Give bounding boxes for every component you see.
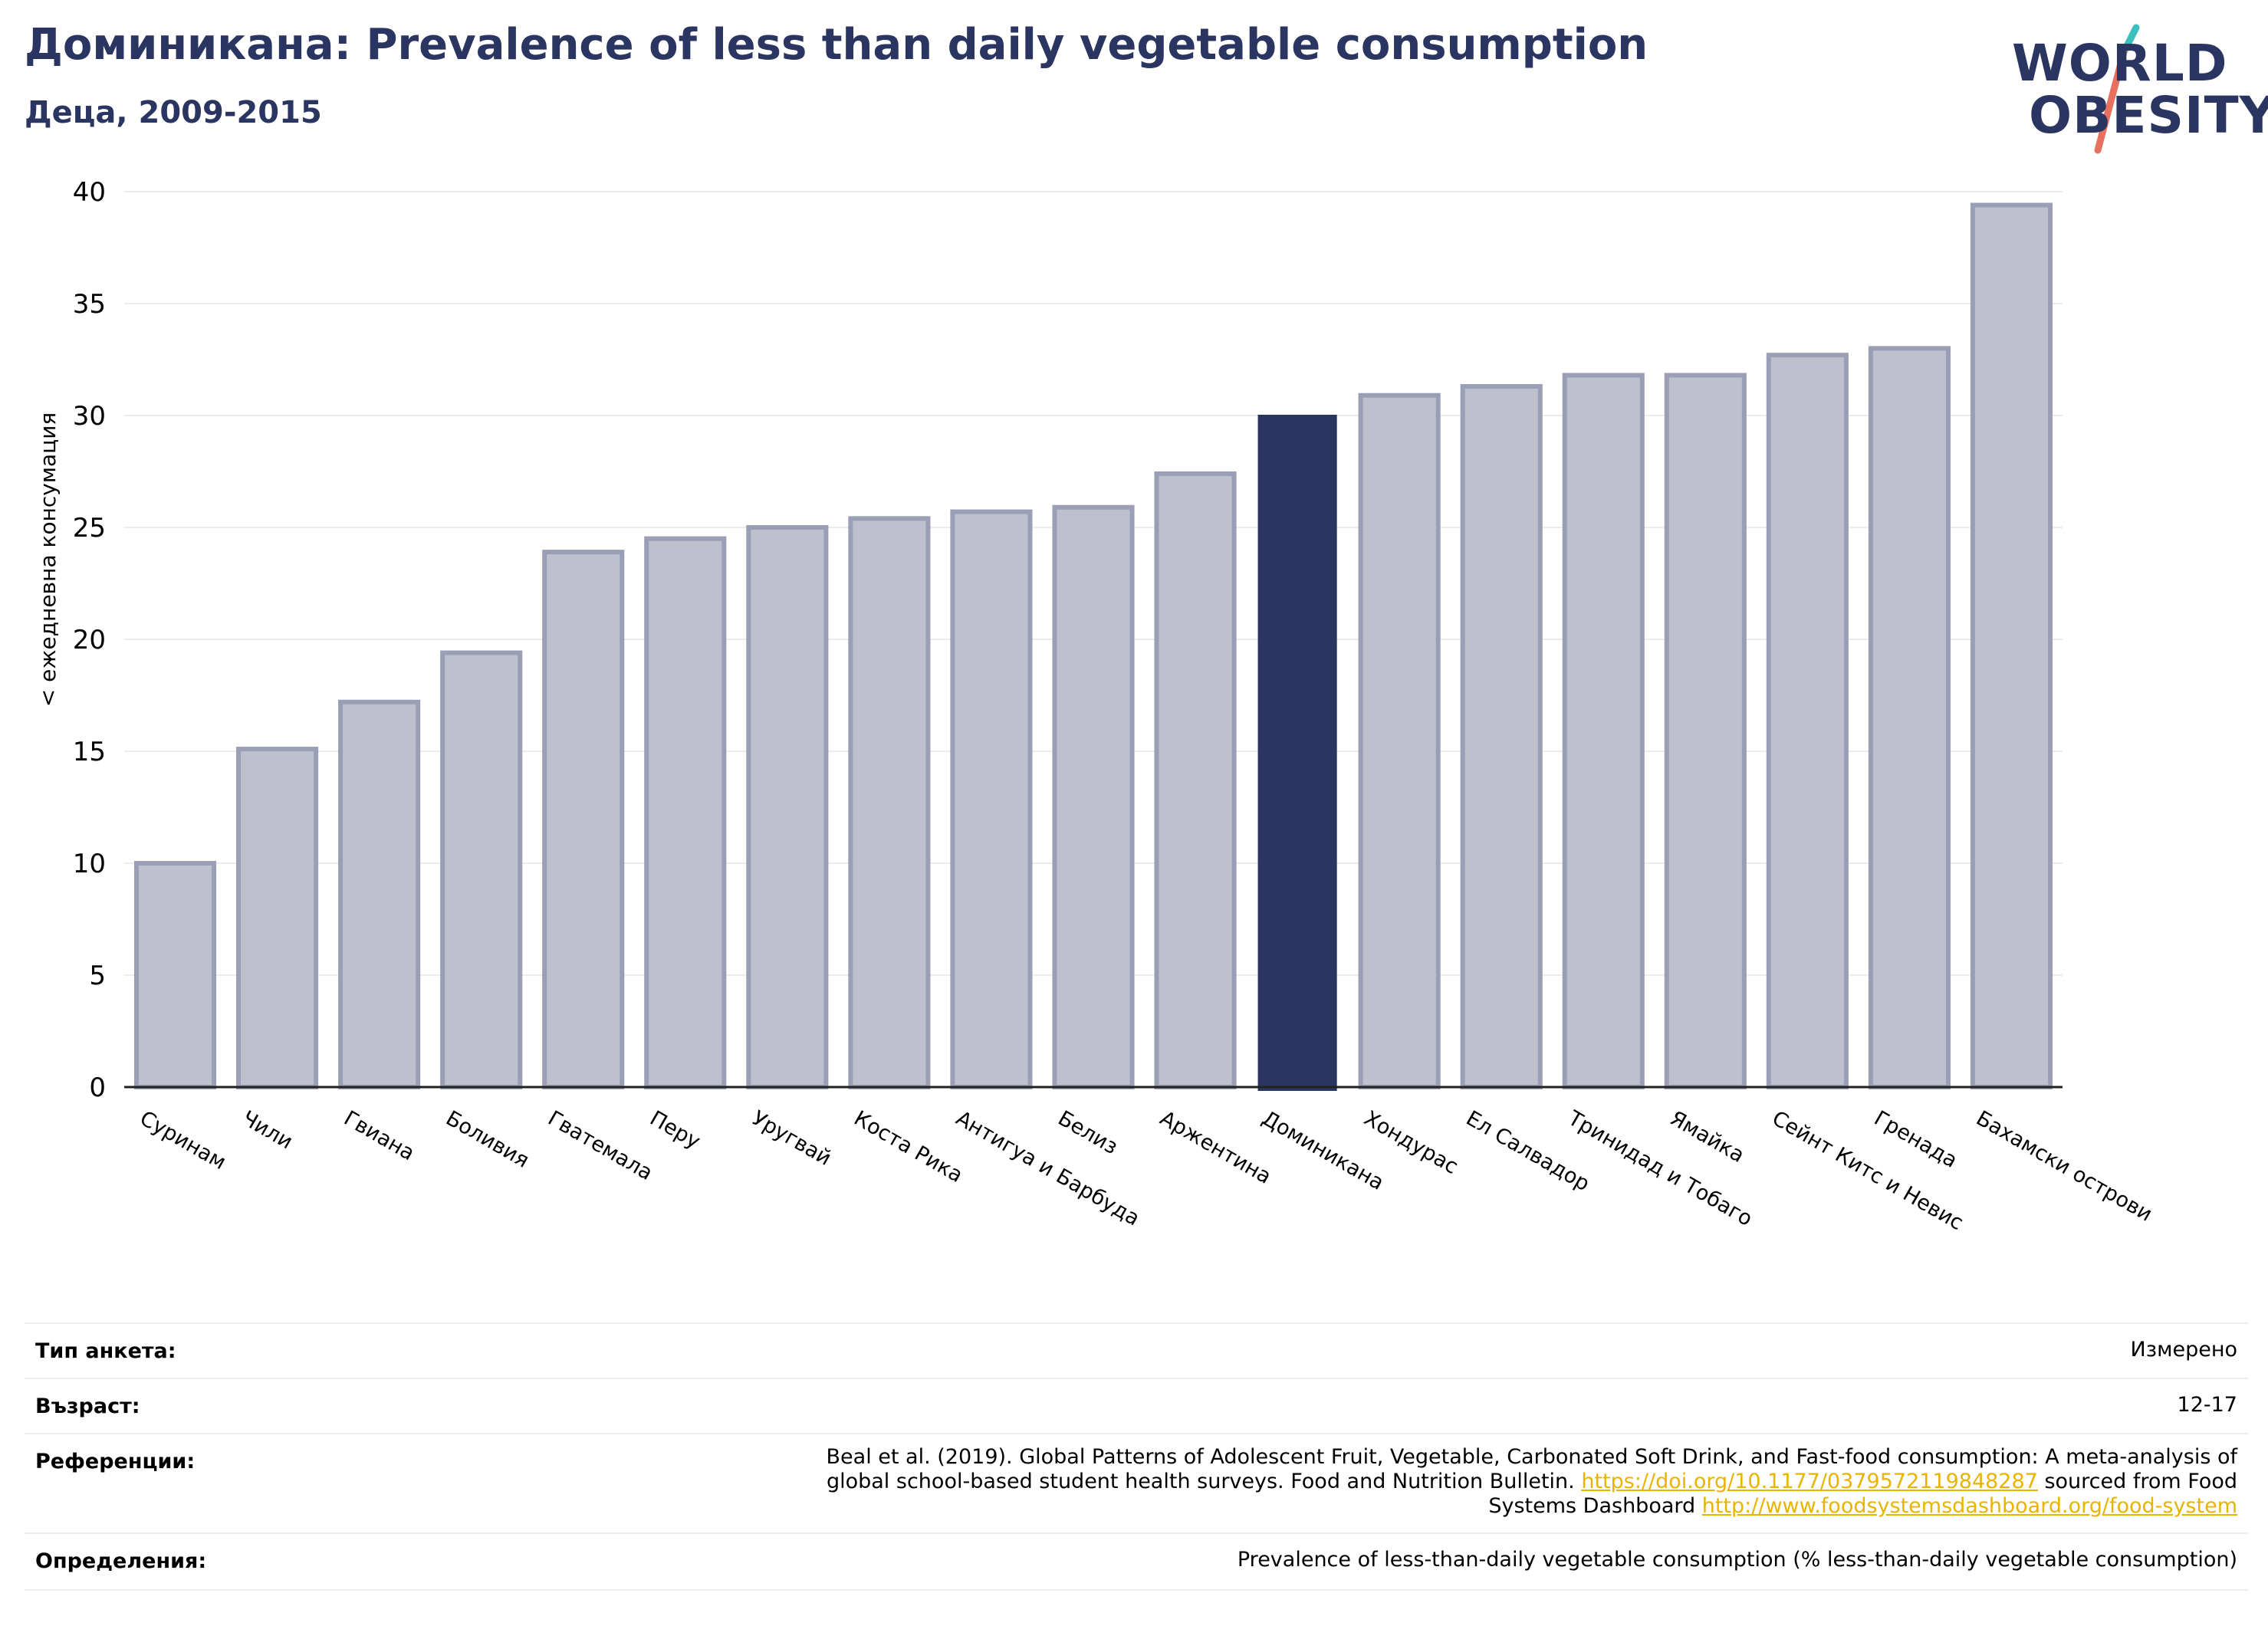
x-tick-label: Гвиана bbox=[340, 1106, 419, 1165]
x-tick-label: Бахамски острови bbox=[1972, 1106, 2156, 1227]
x-tick-label: Тринидад и Тобаго bbox=[1563, 1106, 1757, 1231]
x-tick-label: Сейнт Китс и Невис bbox=[1768, 1106, 1967, 1235]
bar-5 bbox=[542, 550, 625, 1089]
x-tick-label: Белиз bbox=[1054, 1106, 1122, 1159]
bar-17 bbox=[1766, 353, 1849, 1090]
chart-title: Доминикана: Prevalence of less than dail… bbox=[25, 20, 1648, 70]
y-tick-label: 0 bbox=[89, 1073, 106, 1103]
y-tick-label: 40 bbox=[73, 177, 106, 208]
reference-line-3: Systems Dashboard http://www.foodsystems… bbox=[827, 1494, 2237, 1519]
reference-line-2: global school-based student health surve… bbox=[827, 1470, 2237, 1494]
survey-type-row: Тип анкета: Измерено bbox=[25, 1322, 2248, 1379]
x-tick-label: Коста Рика bbox=[850, 1106, 966, 1187]
x-tick-label: Боливия bbox=[442, 1106, 533, 1173]
x-tick-label: Гренада bbox=[1870, 1106, 1961, 1173]
bar-19 bbox=[1970, 202, 2053, 1089]
y-tick-label: 35 bbox=[73, 289, 106, 320]
bar-9 bbox=[950, 509, 1033, 1089]
y-tick-label: 20 bbox=[73, 625, 106, 655]
chart-subtitle: Деца, 2009-2015 bbox=[25, 95, 322, 130]
bar-6 bbox=[644, 536, 727, 1090]
reference-text: global school-based student health surve… bbox=[826, 1470, 1582, 1493]
bar-chart: 0 5 10 15 20 25 30 35 40 Суринам Чили Гвиана Боливи… bbox=[35, 177, 2156, 1235]
bar-1 bbox=[133, 861, 217, 1089]
references-value: Beal et al. (2019). Global Patterns of A… bbox=[827, 1445, 2237, 1519]
x-tick-label: Уругвай bbox=[748, 1106, 835, 1171]
bars bbox=[124, 202, 2063, 1091]
x-tick-label: Чили bbox=[238, 1106, 297, 1154]
x-tick-label: Перу bbox=[646, 1106, 704, 1154]
bar-7 bbox=[746, 525, 829, 1089]
bar-8 bbox=[848, 516, 931, 1089]
x-tick-label: Гватемала bbox=[544, 1106, 656, 1185]
y-tick-label: 30 bbox=[73, 401, 106, 432]
bar-18 bbox=[1868, 346, 1951, 1089]
reference-line-1: Beal et al. (2019). Global Patterns of A… bbox=[826, 1445, 2237, 1469]
definitions-label: Определения: bbox=[35, 1549, 207, 1573]
reference-text-tail: sourced from Food bbox=[2037, 1470, 2237, 1493]
definitions-value: Prevalence of less-than-daily vegetable … bbox=[1237, 1548, 2237, 1572]
x-tick-label: Аржентина bbox=[1156, 1106, 1276, 1189]
age-row: Възраст: 12-17 bbox=[25, 1378, 2248, 1434]
y-tick-label: 5 bbox=[89, 961, 106, 991]
y-tick-label: 15 bbox=[73, 737, 106, 767]
bar-15 bbox=[1562, 373, 1645, 1089]
bar-4 bbox=[440, 650, 523, 1089]
references-label: Референции: bbox=[35, 1450, 196, 1473]
dashboard-link[interactable]: http://www.foodsystemsdashboard.org/food… bbox=[1701, 1494, 2237, 1518]
logo-word-obesity: OBESITY bbox=[2029, 86, 2268, 145]
bar-14 bbox=[1460, 384, 1543, 1090]
survey-type-value: Измерено bbox=[2130, 1338, 2237, 1362]
world-obesity-logo: WORLD OBESITY bbox=[2001, 21, 2268, 159]
y-tick-label: 25 bbox=[73, 513, 106, 544]
bar-13 bbox=[1358, 393, 1441, 1090]
bar-16 bbox=[1664, 373, 1747, 1089]
x-tick-label: Антигуа и Барбуда bbox=[952, 1106, 1143, 1230]
y-tick-label: 10 bbox=[73, 849, 106, 879]
age-value: 12-17 bbox=[2177, 1393, 2237, 1417]
logo-slash-icon bbox=[2094, 24, 2140, 154]
y-axis-ticks: 0 5 10 15 20 25 30 35 40 bbox=[73, 177, 106, 1103]
definitions-row: Определения: Prevalence of less-than-dai… bbox=[25, 1532, 2248, 1591]
bar-11 bbox=[1154, 471, 1237, 1090]
x-tick-label: Суринам bbox=[136, 1106, 230, 1174]
bar-2 bbox=[236, 747, 319, 1090]
references-row: Референции: Beal et al. (2019). Global P… bbox=[25, 1433, 2248, 1534]
reference-source: Systems Dashboard bbox=[1488, 1494, 1702, 1518]
bar-12 bbox=[1257, 415, 1337, 1091]
bar-3 bbox=[338, 699, 421, 1089]
logo-word-world: WORLD bbox=[2012, 34, 2228, 93]
y-axis-label: < ежедневна консумация bbox=[35, 412, 61, 708]
survey-type-label: Тип анкета: bbox=[35, 1339, 176, 1363]
x-tick-label: Ямайка bbox=[1666, 1106, 1748, 1168]
bar-10 bbox=[1052, 504, 1135, 1090]
doi-link[interactable]: https://doi.org/10.1177/0379572119848287 bbox=[1581, 1470, 2038, 1493]
age-label: Възраст: bbox=[35, 1394, 140, 1418]
